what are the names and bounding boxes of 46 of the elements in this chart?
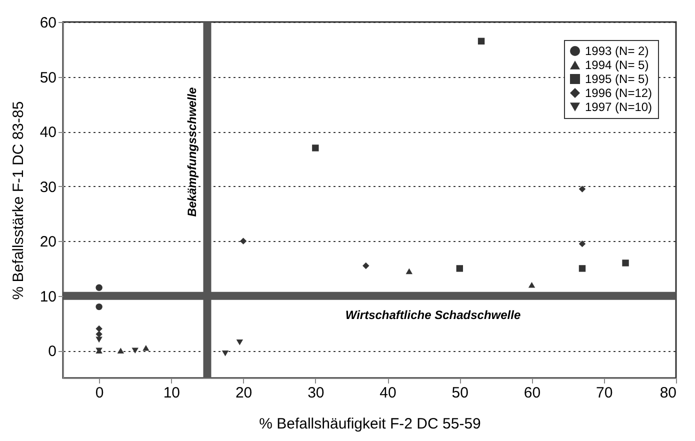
point (528, 282, 536, 288)
y-tick-label: 40 (40, 124, 56, 142)
y-tick-label: 20 (40, 234, 56, 251)
y-tick-label: 60 (40, 14, 56, 32)
ref-line-label: Wirtschaftliche Schadschwelle (345, 308, 521, 322)
legend-label: 1994 (N= 5) (585, 58, 649, 72)
y-tick-label: 10 (40, 288, 56, 306)
legend-label: 1997 (N=10) (585, 100, 652, 114)
point (236, 339, 244, 346)
y-tick-label: 0 (48, 343, 56, 360)
point (142, 344, 150, 351)
point (132, 348, 138, 354)
point (96, 336, 102, 343)
point (622, 260, 629, 266)
point (578, 240, 586, 248)
point (117, 348, 124, 354)
legend-label: 1995 (N= 5) (585, 72, 649, 86)
point (96, 303, 102, 310)
point (240, 238, 247, 244)
x-tick-label: 0 (95, 384, 104, 402)
x-tick-label: 60 (524, 384, 541, 402)
y-axis-title: % Befallsstärke F-1 DC 83-85 (10, 101, 27, 300)
point (362, 262, 370, 270)
x-tick-label: 50 (452, 384, 468, 402)
point (456, 265, 463, 272)
y-tick-label: 50 (40, 69, 56, 86)
point (312, 144, 319, 152)
x-tick-label: 70 (596, 384, 613, 402)
x-tick-label: 40 (380, 384, 396, 402)
point (478, 38, 485, 45)
point (96, 284, 102, 291)
y-tick-label: 30 (40, 178, 56, 196)
point (406, 268, 413, 274)
point (578, 186, 586, 192)
point (96, 330, 102, 338)
x-tick-label: 30 (308, 384, 324, 402)
legend-label: 1993 (N= 2) (585, 44, 649, 58)
point (222, 350, 229, 356)
legend-label: 1996 (N=12) (585, 86, 652, 100)
point (96, 325, 102, 332)
x-tick-label: 20 (235, 384, 252, 402)
point (578, 265, 586, 272)
x-tick-label: 80 (660, 384, 676, 402)
ref-line-label: Bekämpfungsschwelle (185, 86, 200, 217)
x-tick-label: 10 (163, 384, 180, 402)
x-axis-title: % Befallshäufigkeit F-2 DC 55-59 (259, 416, 481, 432)
